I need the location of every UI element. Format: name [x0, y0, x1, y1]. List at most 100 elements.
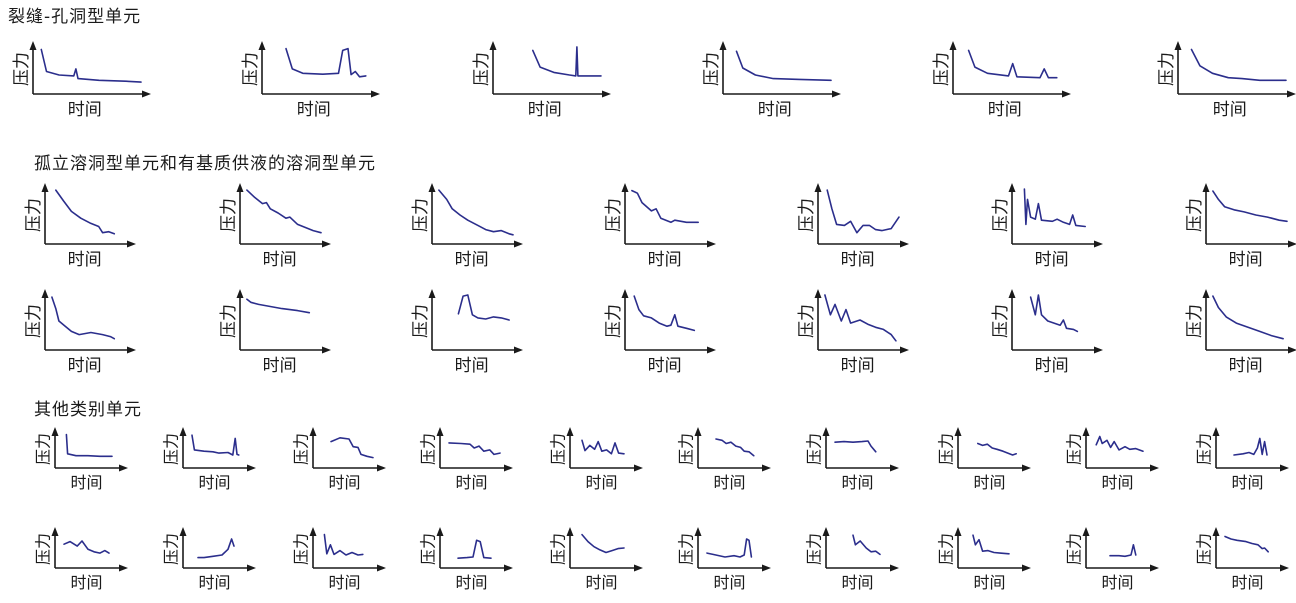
y-axis-arrow: [949, 41, 957, 50]
pressure-curve: [976, 442, 1017, 456]
pressure-curve: [1109, 543, 1137, 558]
x-axis-label: 时间: [1229, 250, 1263, 270]
x-axis-label: 时间: [68, 250, 102, 270]
x-axis-arrow: [634, 564, 643, 572]
y-axis-label: 压力: [805, 533, 824, 565]
y-axis-label: 压力: [991, 304, 1011, 338]
y-axis-label: 压力: [937, 433, 956, 465]
x-axis-label: 时间: [1231, 473, 1263, 492]
y-axis-arrow: [236, 183, 244, 192]
y-axis-label: 压力: [1195, 533, 1214, 565]
x-axis-label: 时间: [263, 356, 297, 376]
y-axis-arrow: [1202, 183, 1210, 192]
x-axis-label: 时间: [1101, 573, 1133, 592]
y-axis-label: 压力: [24, 198, 44, 232]
y-axis-arrow: [814, 289, 822, 298]
pressure-curve: [323, 533, 364, 556]
y-axis-label: 压力: [1195, 433, 1214, 465]
x-axis-label: 时间: [528, 100, 562, 120]
y-axis-arrow: [814, 183, 822, 192]
y-axis-label: 压力: [411, 304, 431, 338]
pressure-curve: [1029, 294, 1079, 333]
x-axis-arrow: [504, 464, 513, 472]
y-axis-arrow: [954, 427, 962, 436]
x-axis-label: 时间: [841, 573, 873, 592]
x-axis-arrow: [1288, 346, 1296, 354]
y-axis-label: 压力: [937, 533, 956, 565]
x-axis-arrow: [119, 464, 128, 472]
y-axis-label: 压力: [1065, 533, 1084, 565]
pressure-curve: [1224, 535, 1269, 553]
x-axis-label: 时间: [973, 473, 1005, 492]
x-axis-arrow: [322, 240, 331, 248]
pressure-curve: [972, 534, 1010, 555]
y-axis-arrow: [41, 183, 49, 192]
x-axis-arrow: [322, 346, 331, 354]
y-axis-arrow: [258, 41, 266, 50]
y-axis-label: 压力: [411, 198, 431, 232]
pressure-curve: [715, 438, 755, 457]
pressure-curve: [826, 189, 900, 234]
x-axis-label: 时间: [973, 573, 1005, 592]
x-axis-arrow: [1022, 564, 1031, 572]
y-axis-arrow: [566, 527, 574, 536]
y-axis-label: 压力: [1065, 433, 1084, 465]
y-axis-arrow: [822, 527, 830, 536]
y-axis-arrow: [1082, 427, 1090, 436]
y-axis-label: 压力: [991, 198, 1011, 232]
y-axis-label: 压力: [1185, 304, 1205, 338]
x-axis-arrow: [1094, 346, 1103, 354]
pressure-curve: [246, 298, 311, 314]
x-axis-label: 时间: [455, 356, 489, 376]
x-axis-arrow: [634, 464, 643, 472]
x-axis-arrow: [762, 464, 771, 472]
y-axis-label: 压力: [797, 304, 817, 338]
x-axis-arrow: [247, 564, 256, 572]
pressure-curve: [65, 433, 113, 458]
x-axis-arrow: [832, 90, 841, 98]
x-axis-arrow: [247, 464, 256, 472]
y-axis-arrow: [179, 427, 187, 436]
y-axis-arrow: [29, 41, 37, 50]
pressure-curve: [285, 47, 367, 78]
y-axis-arrow: [1008, 289, 1016, 298]
x-axis-arrow: [762, 564, 771, 572]
x-axis-arrow: [1150, 464, 1159, 472]
y-axis-label: 压力: [34, 533, 53, 565]
x-axis-arrow: [1094, 240, 1103, 248]
y-axis-label: 压力: [549, 533, 568, 565]
x-axis-arrow: [142, 90, 151, 98]
x-axis-label: 时间: [758, 100, 792, 120]
x-axis-label: 时间: [198, 573, 230, 592]
y-axis-arrow: [309, 527, 317, 536]
x-axis-label: 时间: [648, 250, 682, 270]
x-axis-label: 时间: [1213, 100, 1247, 120]
y-axis-label: 压力: [34, 433, 53, 465]
x-axis-arrow: [504, 564, 513, 572]
y-axis-label: 压力: [677, 433, 696, 465]
y-axis-label: 压力: [604, 198, 624, 232]
pressure-curve: [532, 46, 602, 77]
y-axis-label: 压力: [292, 433, 311, 465]
y-axis-arrow: [1212, 427, 1220, 436]
pressure-curve: [1212, 295, 1284, 340]
